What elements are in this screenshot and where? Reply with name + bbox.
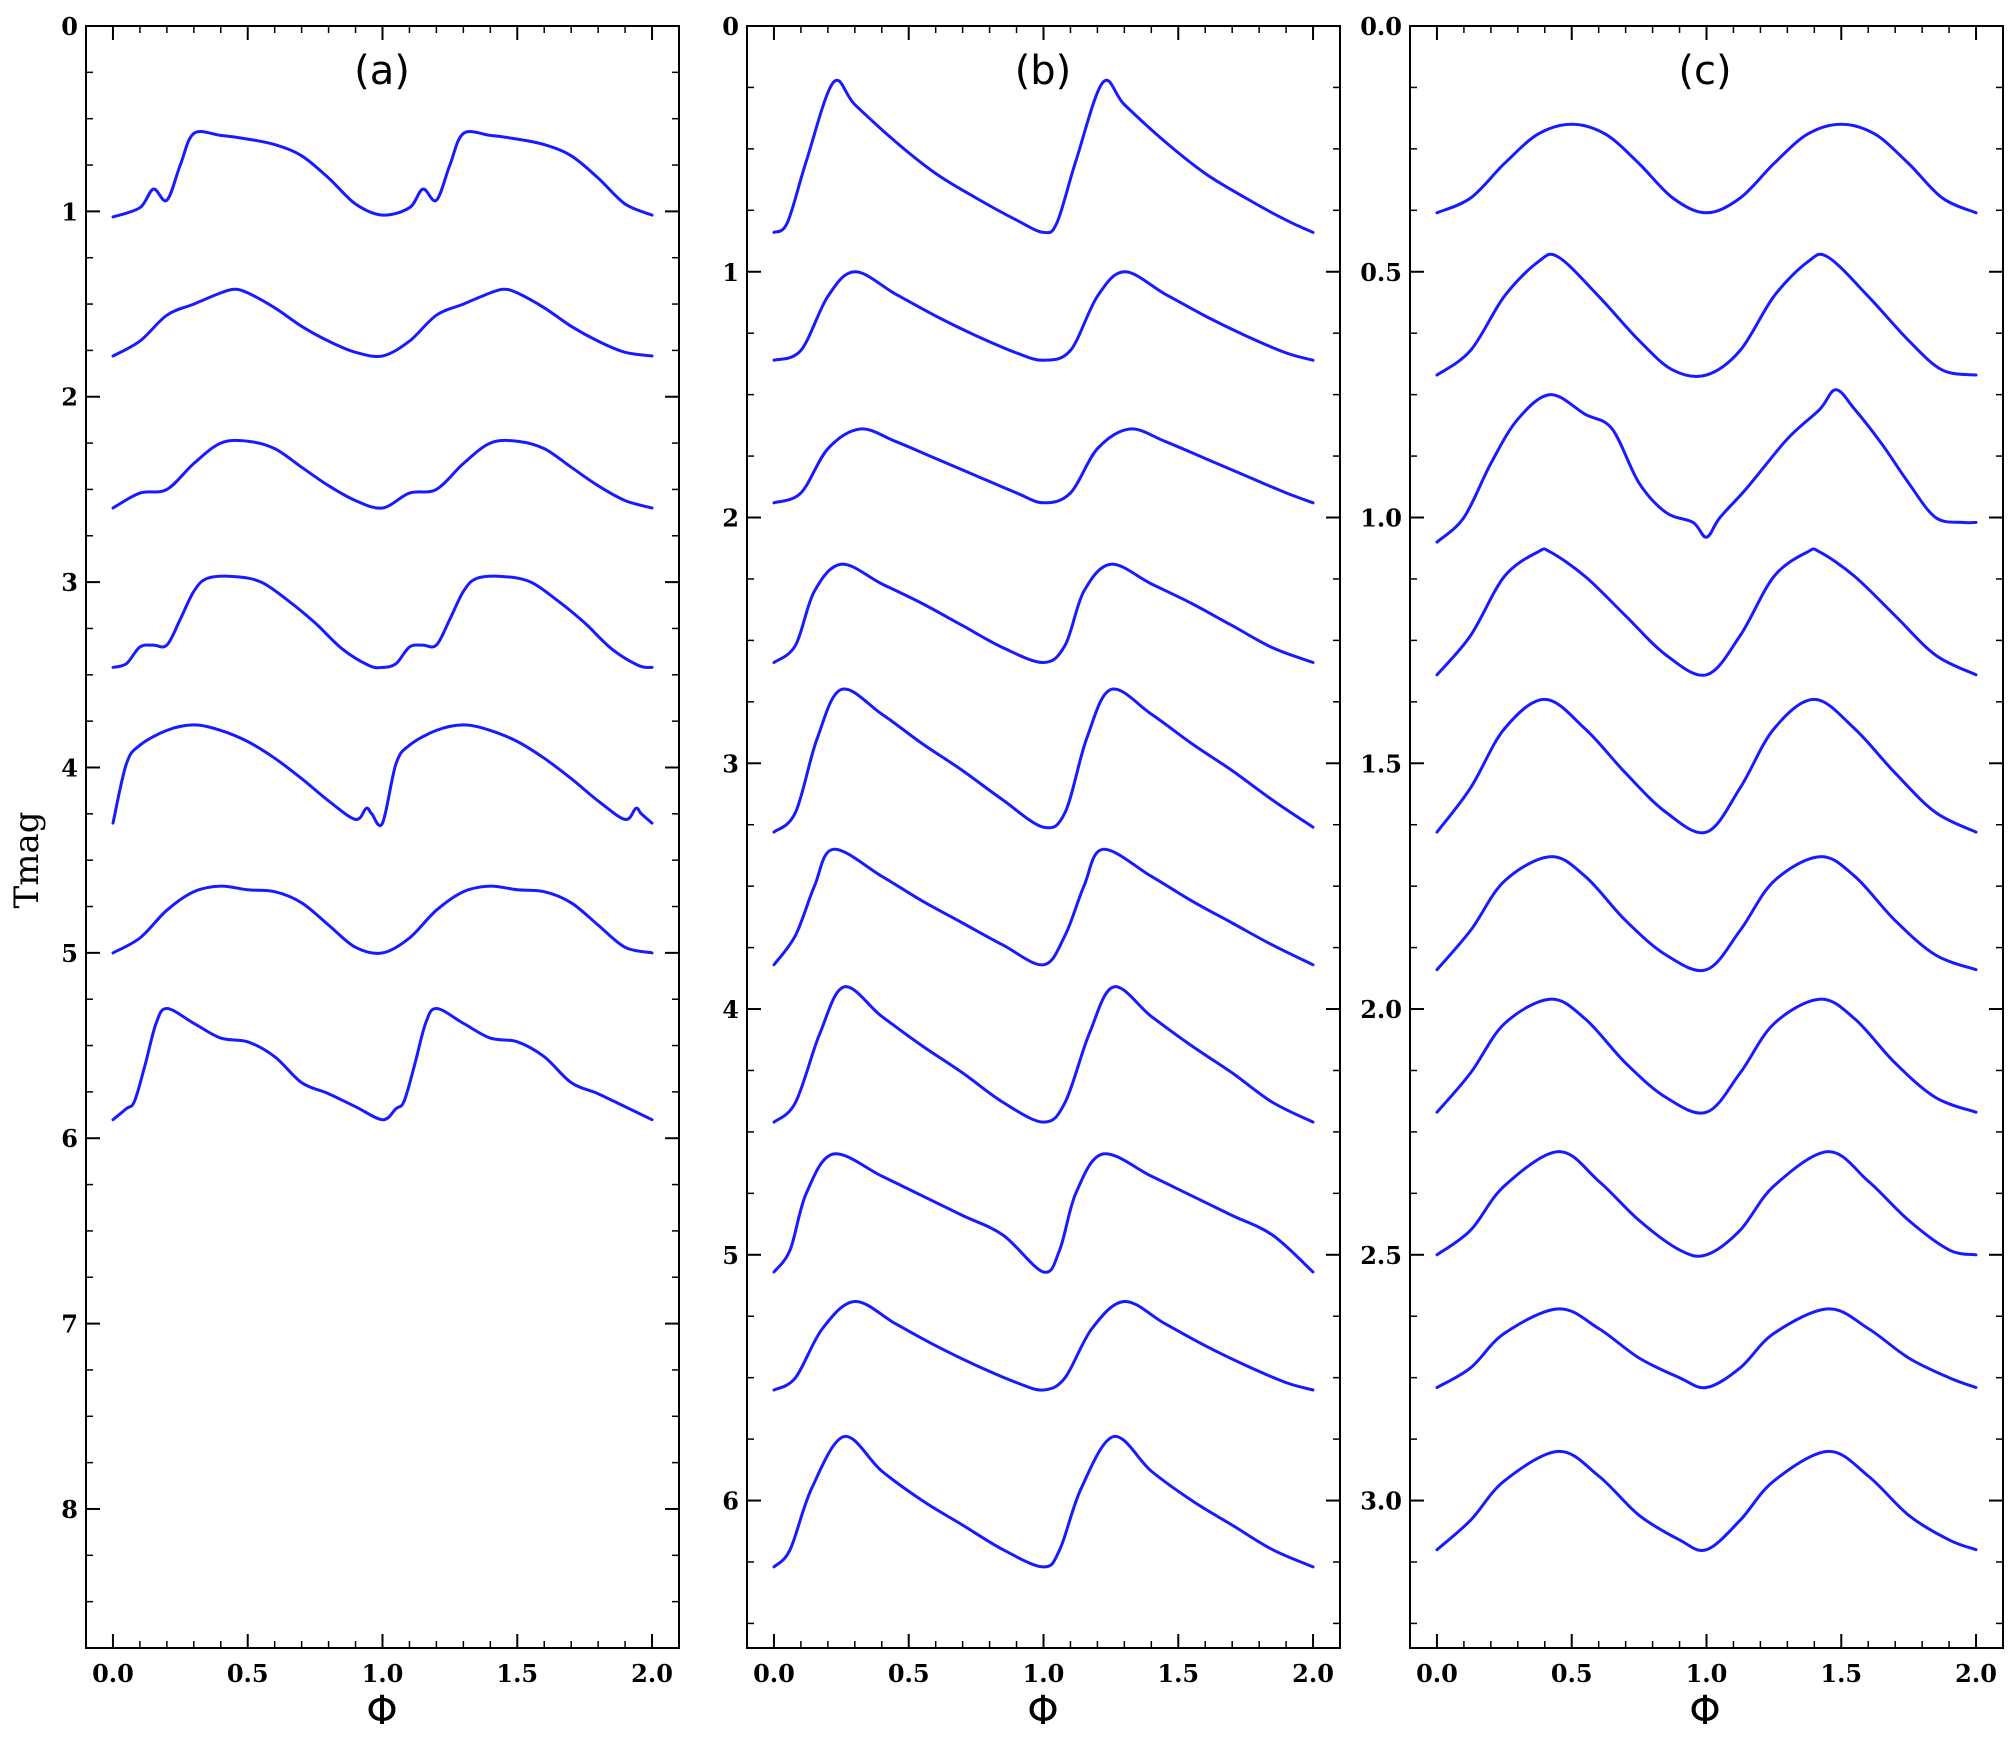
light-curve-b-1 [772,78,1315,235]
light-curve-c-3 [1435,388,1978,544]
x-tick-label-c: 2.0 [1955,1659,1997,1688]
panel-a: (a) 0.0 0.5 1.0 1.5 2.0 0 1 2 3 4 5 6 7 8 [61,12,680,1688]
y-axis-title: Tmag [7,812,47,909]
plot-frame-a [85,25,680,1649]
light-curve-b-10 [772,1435,1315,1569]
y-tick-label-a: 5 [61,939,78,968]
light-curve-a-1 [111,130,654,219]
y-tick-label-c: 3.0 [1360,1487,1402,1516]
x-tick-label-b: 1.5 [1157,1659,1199,1688]
panel-a-label: (a) [354,48,410,94]
y-tick-label-c: 0.5 [1360,258,1402,287]
light-curve-c-2 [1435,252,1978,378]
y-tick-label-b: 6 [722,1487,739,1516]
plot-frame-c [1409,25,2004,1649]
x-tick-label-a: 0.5 [227,1659,269,1688]
x-tick-label-c: 0.5 [1551,1659,1593,1688]
light-curve-a-5 [111,723,654,827]
light-curve-b-7 [772,985,1315,1124]
y-tick-label-b: 3 [722,749,739,778]
x-tick-label-a: 0.0 [92,1659,134,1688]
panel-b-label: (b) [1015,48,1072,94]
y-tick-label-c: 2.0 [1360,995,1402,1024]
light-curve-b-4 [772,562,1315,665]
y-tick-label-c: 1.5 [1360,749,1402,778]
y-tick-label-b: 0 [722,12,739,41]
light-curve-c-9 [1435,1307,1978,1390]
x-tick-label-c: 1.5 [1820,1659,1862,1688]
panel-b: (b) 0.0 0.5 1.0 1.5 2.0 0 1 2 3 4 5 6 [722,12,1341,1688]
y-tick-label-a: 1 [61,197,78,226]
light-curve-b-9 [772,1300,1315,1392]
light-curve-a-4 [111,574,654,670]
y-tick-label-a: 3 [61,568,78,597]
light-curve-c-5 [1435,697,1978,835]
x-tick-label-b: 0.0 [753,1659,795,1688]
x-tick-label-c: 1.0 [1686,1659,1728,1688]
y-tick-label-b: 2 [722,504,739,533]
x-tick-label-a: 1.5 [496,1659,538,1688]
x-tick-label-b: 1.0 [1023,1659,1065,1688]
light-curve-b-6 [772,847,1315,967]
x-tick-label-b: 2.0 [1292,1659,1334,1688]
y-tick-label-b: 1 [722,258,739,287]
x-tick-label-b: 0.5 [888,1659,930,1688]
y-tick-label-c: 1.0 [1360,504,1402,533]
light-curve-b-5 [772,687,1315,834]
y-tick-label-c: 2.5 [1360,1241,1402,1270]
x-axis-title-b: Φ [1027,1688,1058,1734]
light-curve-b-2 [772,270,1315,362]
y-tick-label-a: 4 [61,753,78,782]
light-curve-a-3 [111,438,654,510]
y-tick-label-a: 2 [61,383,78,412]
y-tick-label-b: 4 [722,995,739,1024]
x-tick-label-c: 0.0 [1416,1659,1458,1688]
panel-c-label: (c) [1678,48,1731,94]
light-curve-a-6 [111,884,654,955]
x-tick-label-a: 2.0 [631,1659,673,1688]
light-curve-c-4 [1435,547,1978,677]
x-axis-title-c: Φ [1689,1688,1720,1734]
x-tick-label-a: 1.0 [362,1659,404,1688]
panel-c: (c) 0.0 0.5 1.0 1.5 2.0 0.0 0.5 1.0 1.5 2.0 2.5 3.0 [1360,12,2004,1688]
light-curve-a-2 [111,287,654,359]
light-curve-c-1 [1435,122,1978,215]
y-tick-label-b: 5 [722,1241,739,1270]
y-tick-label-a: 7 [61,1310,78,1339]
light-curve-c-6 [1435,855,1978,973]
light-curve-c-8 [1435,1150,1978,1258]
light-curve-c-7 [1435,997,1978,1115]
y-tick-label-a: 8 [61,1495,78,1524]
y-tick-label-c: 0.0 [1360,12,1402,41]
light-curve-a-7 [111,1007,654,1122]
y-tick-label-a: 0 [61,12,78,41]
x-axis-title-a: Φ [366,1688,397,1734]
light-curve-b-8 [772,1152,1315,1274]
y-tick-label-a: 6 [61,1124,78,1153]
light-curve-b-3 [772,427,1315,505]
light-curve-c-10 [1435,1449,1978,1552]
plot-frame-b [746,25,1341,1649]
